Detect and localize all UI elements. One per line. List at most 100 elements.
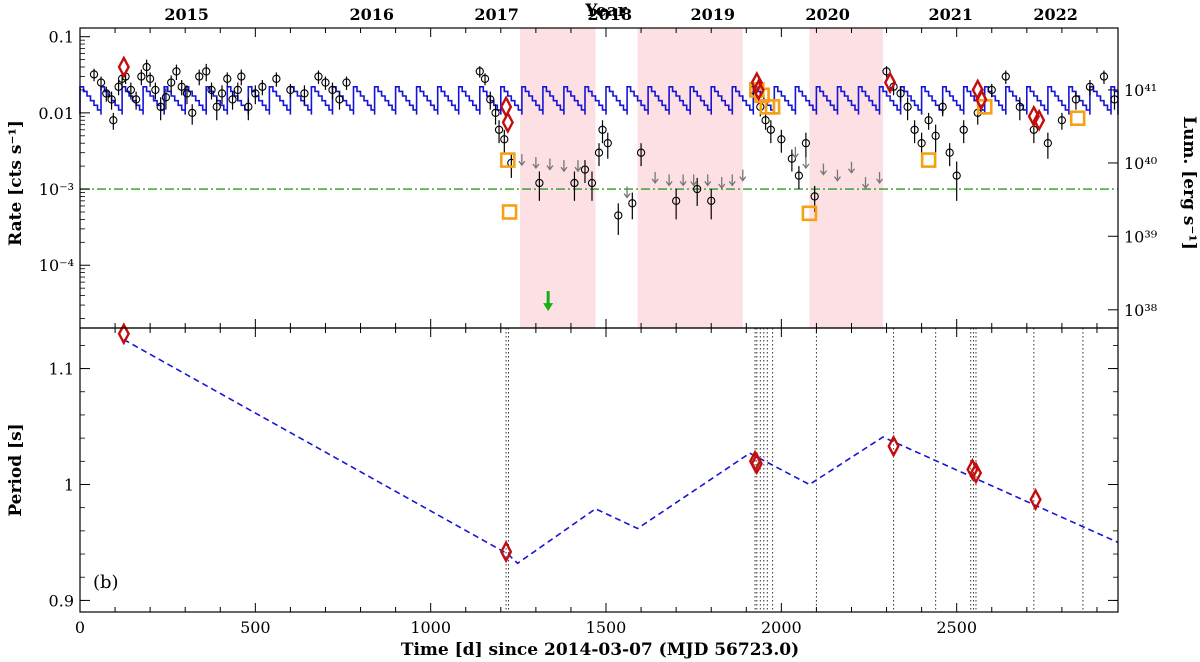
orange-square-7	[920, 152, 937, 168]
observation-point-77	[931, 131, 940, 140]
observation-point-89	[1071, 95, 1081, 104]
upper-limit-20	[876, 171, 884, 184]
red-diamond-0	[117, 55, 130, 79]
orange-square-1	[501, 204, 518, 220]
axes: 0 500 1000 1500 2000 2500 2015 2016 2017 2018 2019…	[38, 5, 1157, 637]
observation-point-63	[761, 116, 770, 125]
observation-point-78	[938, 102, 947, 111]
observation-point-67	[794, 171, 804, 180]
observation-point-66	[787, 154, 797, 163]
upper-limit-9	[690, 174, 698, 187]
observation-point-37	[321, 78, 330, 87]
red-diamond-3	[750, 70, 763, 95]
observation-point-15	[161, 93, 171, 102]
observation-point-25	[217, 89, 227, 98]
x-tick-label-2000: 2000	[761, 618, 802, 637]
period-diamond-4	[887, 434, 900, 458]
upper-limit-17	[833, 169, 841, 182]
observation-point-2	[102, 89, 111, 98]
observation-point-18	[177, 82, 186, 91]
x-tick-label-0: 0	[75, 618, 85, 637]
red-diamond-4	[752, 78, 765, 102]
observation-point-8	[126, 85, 135, 95]
top-y-tick-label-0.0001: 10⁻⁴	[39, 256, 74, 275]
observation-point-85	[1015, 102, 1024, 111]
observation-point-42	[480, 74, 490, 83]
top-panel-model-curve	[79, 86, 1119, 190]
observation-point-19	[182, 89, 192, 98]
observation-point-51	[587, 178, 597, 188]
observation-point-76	[924, 116, 933, 125]
observation-point-20	[188, 108, 197, 118]
period-diamond-0	[117, 322, 130, 346]
top-y-tick-label-0.001: 10⁻³	[39, 180, 74, 199]
upper-limit-15	[802, 156, 810, 170]
observation-point-30	[244, 102, 253, 111]
observation-point-35	[300, 89, 309, 98]
upper-limit-16	[819, 163, 827, 176]
observation-point-91	[1099, 72, 1109, 81]
observation-point-52	[594, 148, 604, 157]
shaded-interval-1	[637, 28, 743, 328]
top-y-tick-label-0.1: 0.1	[49, 28, 74, 47]
observation-point-29	[237, 72, 246, 81]
observation-point-57	[636, 148, 646, 157]
observation-point-22	[202, 67, 211, 76]
observation-point-10	[137, 72, 146, 81]
shaded-interval-2	[809, 28, 884, 328]
observation-point-90	[1085, 82, 1095, 91]
observation-point-16	[167, 78, 176, 87]
period-diamond-1	[499, 540, 513, 564]
upper-limit-6	[651, 171, 659, 184]
observation-point-56	[628, 199, 637, 208]
observation-point-40	[342, 78, 351, 87]
observation-point-49	[570, 178, 579, 188]
top-panel-data	[89, 55, 1119, 312]
x-tick-label-2500: 2500	[936, 618, 977, 637]
orange-square-6	[801, 205, 818, 222]
observation-point-23	[207, 85, 216, 95]
red-diamond-5	[883, 70, 897, 95]
observation-point-58	[671, 196, 681, 205]
observation-point-48	[535, 178, 544, 188]
observation-point-55	[614, 211, 623, 220]
observation-point-33	[272, 74, 281, 83]
observation-point-60	[707, 196, 716, 205]
right-y-tick-label-10³⁹: 10³⁹	[1124, 227, 1158, 246]
observation-point-74	[910, 125, 919, 134]
observation-point-38	[328, 85, 337, 95]
observation-point-83	[987, 85, 996, 95]
right-y-tick-label-10³⁸: 10³⁸	[1124, 301, 1157, 320]
observation-point-41	[475, 67, 484, 76]
observation-point-46	[500, 135, 509, 144]
observation-point-39	[335, 95, 344, 104]
top-axis-title: Year	[584, 1, 627, 21]
observation-point-12	[145, 74, 155, 83]
red-diamond-9	[1032, 108, 1046, 132]
observation-point-87	[1043, 139, 1053, 148]
observation-point-17	[172, 67, 181, 76]
observation-point-0	[89, 70, 99, 79]
observation-point-59	[693, 184, 702, 194]
year-label-2022: 2022	[1033, 5, 1078, 24]
orange-square-0	[500, 152, 516, 168]
observation-point-50	[580, 165, 590, 174]
period-diamond-7	[1029, 488, 1042, 512]
x-tick-label-1500: 1500	[586, 618, 627, 637]
observation-point-75	[917, 139, 926, 148]
upper-limit-10	[704, 174, 712, 187]
x-tick-label-500: 500	[240, 618, 271, 637]
upper-limit-19	[861, 177, 870, 190]
observation-point-32	[258, 82, 267, 91]
shaded-interval-0	[520, 28, 596, 328]
top-y-axis-label: Rate [cts s⁻¹]	[6, 120, 26, 246]
observation-point-81	[959, 125, 968, 134]
observation-point-13	[151, 85, 160, 95]
right-y-tick-label-10⁴¹: 10⁴¹	[1124, 81, 1157, 100]
observation-point-1	[96, 78, 106, 87]
year-label-2019: 2019	[690, 5, 735, 24]
year-label-2015: 2015	[164, 5, 209, 24]
bottom-y-tick-label-1.1: 1.1	[49, 360, 74, 379]
top-right-y-axis-label: Lum. [erg s⁻¹]	[1179, 116, 1199, 250]
